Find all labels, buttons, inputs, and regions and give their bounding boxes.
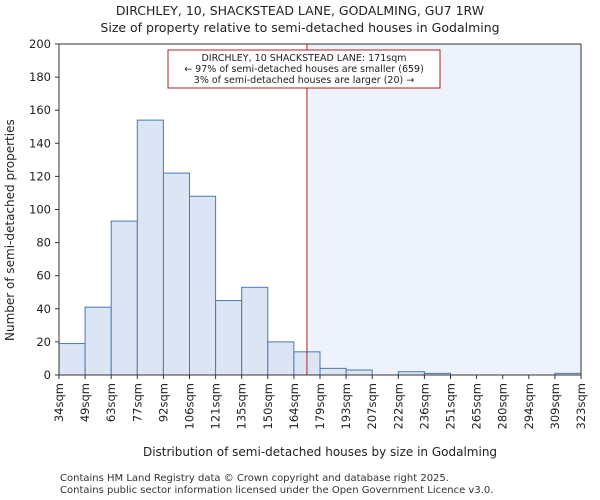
x-tick-label: 251sqm (444, 383, 458, 429)
x-tick-label: 179sqm (313, 383, 327, 429)
y-axis-label: Number of semi-detached properties (3, 119, 17, 341)
y-tick-label: 180 (29, 70, 51, 84)
annotation-box (167, 49, 441, 89)
y-tick-label: 60 (36, 269, 51, 283)
x-tick-label: 207sqm (365, 383, 379, 429)
x-tick-label: 121sqm (209, 383, 223, 429)
x-tick-label: 150sqm (261, 383, 275, 429)
y-tick-label: 100 (29, 203, 51, 217)
x-tick-label: 135sqm (235, 383, 249, 429)
x-tick-label: 222sqm (391, 383, 405, 429)
bar-135sqm (241, 286, 269, 376)
x-tick-label: 92sqm (156, 383, 170, 422)
x-tick-label: 63sqm (104, 383, 118, 422)
y-tick-label: 40 (36, 302, 51, 316)
y-tick-label: 120 (29, 169, 51, 183)
y-tick-label: 20 (36, 335, 51, 349)
x-tick-label: 294sqm (522, 383, 536, 429)
larger-region-shade (306, 44, 581, 375)
footer-line-2: Contains public sector information licen… (60, 485, 494, 496)
annotation-line-2: ← 97% of semi-detached houses are smalle… (184, 64, 424, 75)
x-tick-label: 49sqm (78, 383, 92, 422)
x-tick-label: 236sqm (417, 383, 431, 429)
bar-77sqm (136, 119, 164, 376)
bar-106sqm (189, 195, 217, 376)
x-tick-label: 193sqm (339, 383, 353, 429)
footer-line-1: Contains HM Land Registry data © Crown c… (60, 473, 449, 484)
chart-subtitle: Size of property relative to semi-detach… (100, 20, 500, 35)
y-tick-label: 80 (36, 236, 51, 250)
chart-title: DIRCHLEY, 10, SHACKSTEAD LANE, GODALMING… (115, 3, 485, 18)
y-tick-label: 0 (44, 368, 51, 382)
bar-63sqm (110, 220, 138, 376)
bar-193sqm (345, 369, 373, 376)
x-tick-label: 309sqm (548, 383, 562, 429)
bar-49sqm (84, 306, 112, 376)
x-tick-label: 265sqm (470, 383, 484, 429)
bar-150sqm (267, 341, 295, 376)
x-tick-label: 77sqm (130, 383, 144, 422)
x-tick-label: 34sqm (52, 383, 66, 422)
y-tick-label: 140 (29, 136, 51, 150)
y-tick-label: 200 (29, 37, 51, 51)
x-tick-label: 164sqm (287, 383, 301, 429)
x-axis-label: Distribution of semi-detached houses by … (142, 445, 498, 459)
x-tick-label: 106sqm (183, 383, 197, 429)
bar-92sqm (162, 172, 190, 376)
x-tick-label: 280sqm (496, 383, 510, 429)
y-tick-label: 160 (29, 103, 51, 117)
annotation-line-1: DIRCHLEY, 10 SHACKSTEAD LANE: 171sqm (201, 53, 406, 64)
bar-121sqm (215, 300, 243, 376)
annotation-line-3: 3% of semi-detached houses are larger (2… (194, 75, 414, 86)
bar-179sqm (319, 367, 347, 376)
bar-34sqm (58, 343, 86, 376)
x-tick-label: 323sqm (574, 383, 588, 429)
